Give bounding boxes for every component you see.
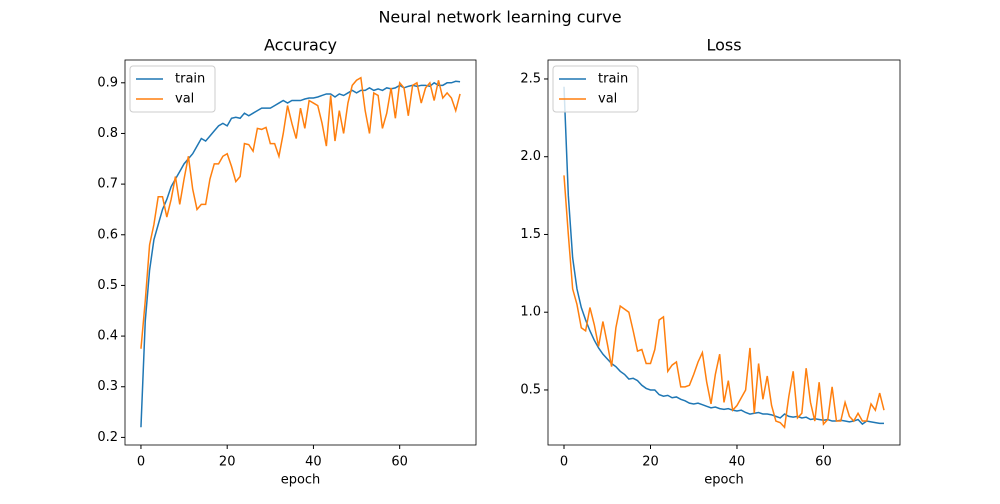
y-tick-label: 0.3 [97,379,118,394]
axes-title: Accuracy [264,36,337,55]
axes-frame [547,59,901,446]
legend-box [552,65,639,113]
y-tick-label: 0.9 [97,75,118,90]
series-line [140,80,461,428]
y-tick-label: 0.7 [97,177,118,192]
y-tick-label: 0.6 [97,227,118,242]
x-tick-label: 40 [305,455,322,470]
y-tick-label: 0.4 [97,329,118,344]
y-tick-label: 0.5 [520,382,541,397]
x-tick-label: 60 [815,455,832,470]
series-line [140,76,461,349]
y-tick-label: 2.0 [520,149,541,164]
x-tick-label: 0 [137,455,145,470]
x-tick-label: 0 [560,455,568,470]
y-tick-label: 1.0 [520,305,541,320]
y-tick-label: 0.8 [97,126,118,141]
y-tick-label: 2.5 [520,71,541,86]
x-axis-label: epoch [704,473,744,488]
x-axis-label: epoch [281,473,321,488]
y-tick-label: 0.2 [97,430,118,445]
y-tick-label: 1.5 [520,227,541,242]
series-line [563,175,885,429]
axes-frame [124,59,477,446]
legend-label: val [175,92,194,107]
x-tick-label: 20 [219,455,236,470]
series-line [563,86,884,426]
y-tick-label: 0.5 [97,278,118,293]
axes-title: Loss [706,36,741,55]
figure-title: Neural network learning curve [378,8,621,27]
legend-label: train [175,72,205,87]
legend-label: train [598,72,628,87]
x-tick-label: 40 [729,455,746,470]
x-tick-label: 60 [391,455,408,470]
legend-label: val [598,92,617,107]
x-tick-label: 20 [642,455,659,470]
legend-box [129,65,216,113]
